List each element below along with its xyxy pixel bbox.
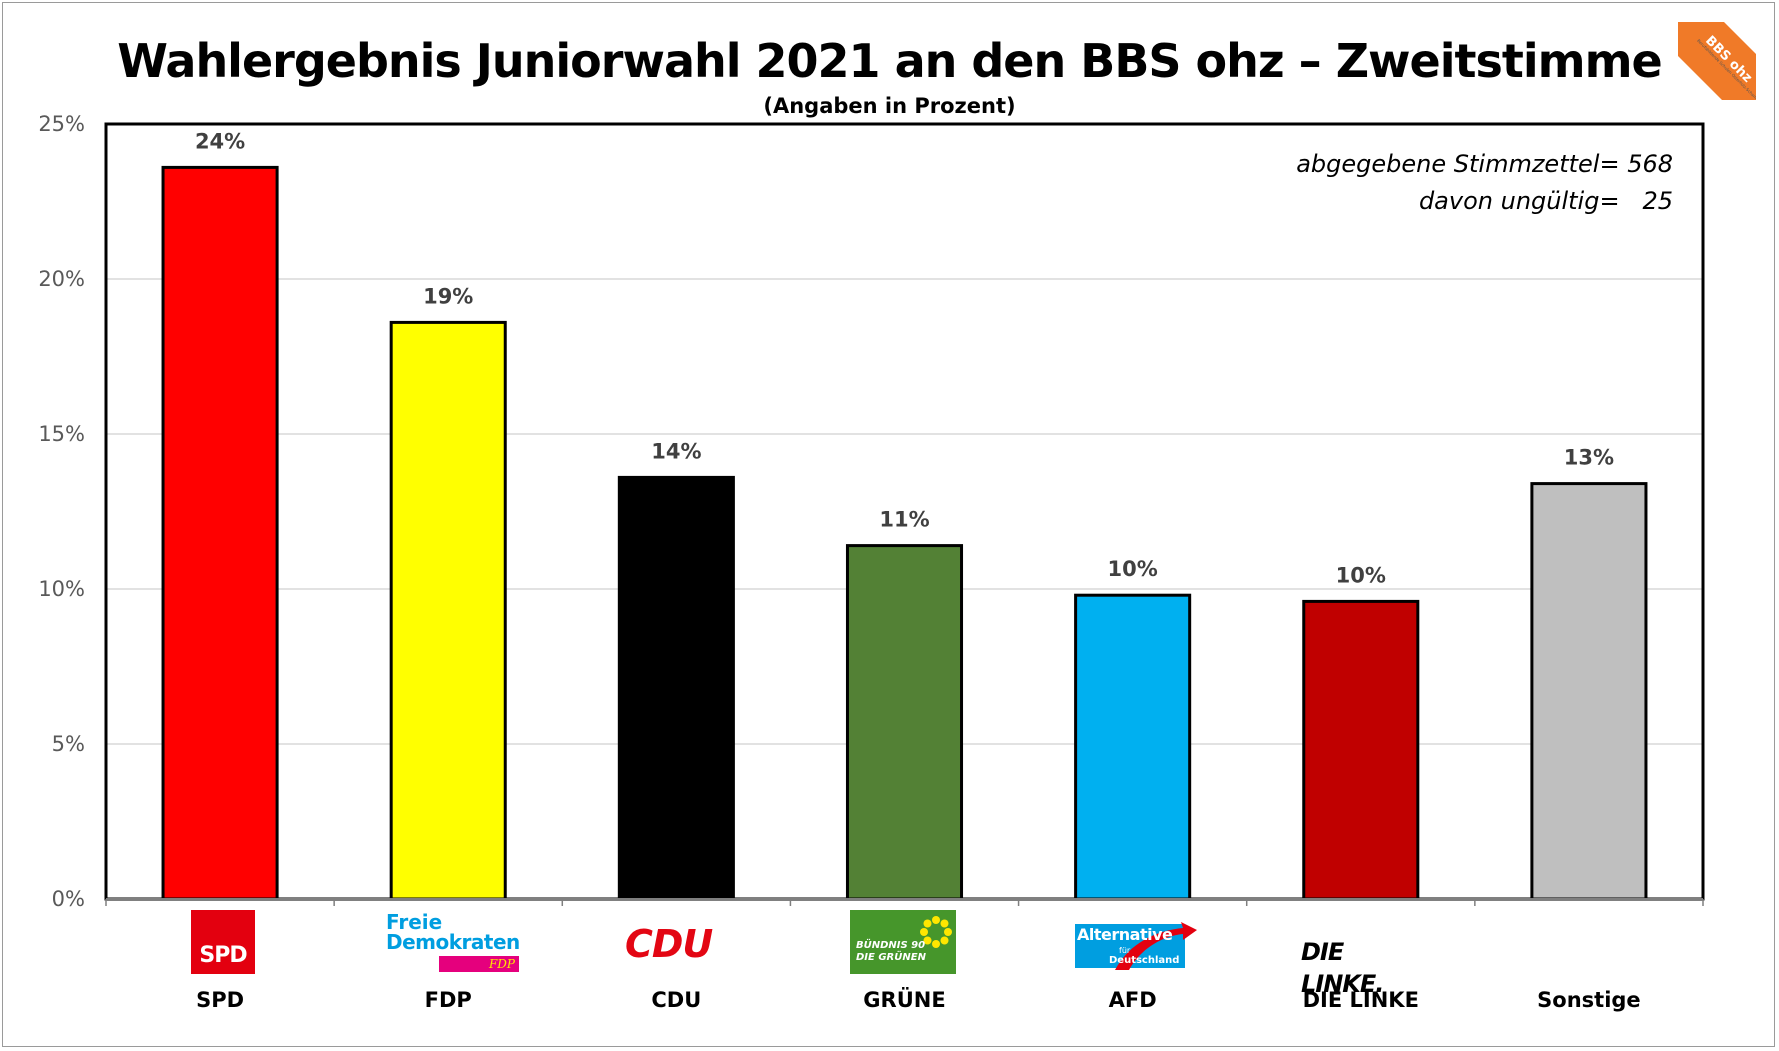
category-label: Sonstige	[1537, 988, 1641, 1012]
bar-sonstige	[1530, 482, 1648, 901]
bbs-ohz-logo-icon: BBS ohz Berufsbildende Schulen Osterholz…	[1678, 22, 1766, 108]
chart-title: Wahlergebnis Juniorwahl 2021 an den BBS …	[117, 34, 1662, 88]
category-label: DIE LINKE	[1303, 988, 1419, 1012]
data-label: 19%	[423, 284, 473, 308]
cdu-logo-icon: CDU	[625, 922, 735, 966]
gruene-logo-icon: BÜNDNIS 90 DIE GRÜNEN	[850, 910, 956, 974]
ballot-note: abgegebene Stimmzettel= 568 davon ungült…	[1296, 146, 1673, 220]
afd-logo-line3: Deutschland	[1109, 955, 1180, 966]
fdp-logo-line1: Freie	[386, 910, 443, 934]
category-label: CDU	[651, 988, 701, 1012]
afd-arrow-icon	[1115, 922, 1197, 970]
category-label: FDP	[425, 988, 472, 1012]
category-label: GRÜNE	[863, 987, 945, 1012]
fdp-logo-badge: FDP	[439, 956, 519, 972]
bar-spd	[161, 165, 279, 901]
category-label: SPD	[196, 988, 244, 1012]
afd-logo-line1: Alternative	[1077, 925, 1173, 944]
data-label: 10%	[1108, 557, 1158, 581]
category-label: AFD	[1109, 988, 1157, 1012]
gruene-logo-line1: BÜNDNIS 90	[856, 940, 926, 951]
linke-logo-icon: DIE LINKE.	[1301, 936, 1431, 998]
bar-afd	[1074, 593, 1192, 901]
data-label: 10%	[1336, 563, 1386, 587]
data-label: 24%	[195, 129, 245, 153]
y-tick-label: 0%	[52, 887, 85, 911]
note-line-1: abgegebene Stimmzettel= 568	[1296, 150, 1673, 178]
y-tick-label: 15%	[38, 422, 85, 446]
bar-cdu	[617, 475, 735, 901]
gruene-logo-line2: DIE GRÜNEN	[856, 952, 926, 963]
linke-logo-text: DIE LINKE.	[1301, 938, 1384, 998]
afd-logo-line2: für	[1119, 946, 1131, 955]
bar-die-linke	[1302, 599, 1420, 901]
afd-logo-icon: Alternative für Deutschland	[1075, 922, 1197, 970]
bar-grüne	[845, 544, 964, 901]
data-label: 11%	[879, 508, 929, 532]
data-label: 14%	[651, 439, 701, 463]
cdu-logo-text: CDU	[625, 922, 713, 966]
fdp-logo-line2: Demokraten	[386, 930, 520, 954]
data-label: 13%	[1564, 446, 1614, 470]
spd-logo-text: SPD	[199, 943, 247, 968]
y-tick-label: 10%	[38, 577, 85, 601]
bar-fdp	[389, 320, 507, 901]
y-tick-label: 20%	[38, 267, 85, 291]
spd-logo-icon: SPD	[191, 910, 255, 974]
y-tick-label: 25%	[38, 112, 85, 136]
y-tick-label: 5%	[52, 732, 85, 756]
sunflower-icon	[920, 916, 952, 948]
fdp-logo-icon: Freie Demokraten FDP	[385, 912, 521, 974]
note-line-2: davon ungültig= 25	[1418, 187, 1673, 215]
chart-subtitle: (Angaben in Prozent)	[763, 94, 1016, 118]
